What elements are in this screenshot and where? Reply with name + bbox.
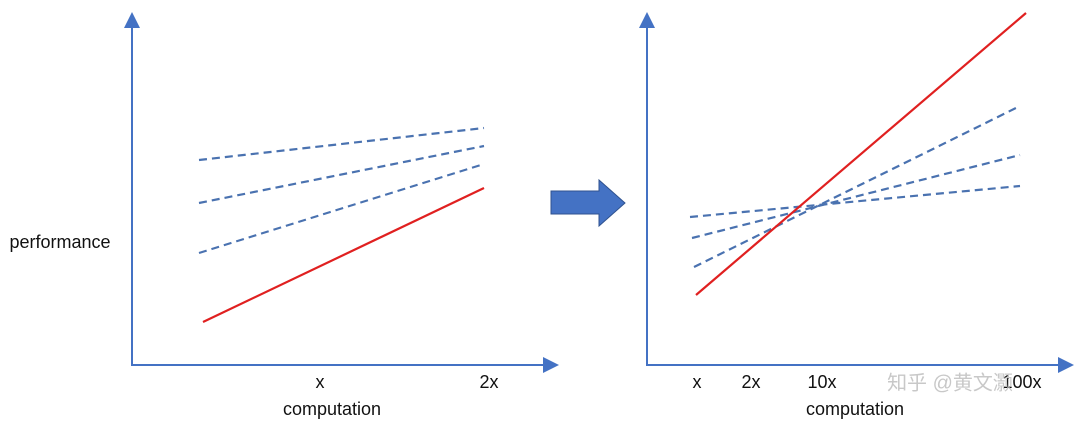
x-label: computation xyxy=(806,399,904,419)
x-label: computation xyxy=(283,399,381,419)
x-tick-label: x xyxy=(693,372,702,392)
x-tick-label: 2x xyxy=(741,372,760,392)
red-line xyxy=(695,12,1027,296)
dashed-line xyxy=(693,105,1021,268)
y-label: performance xyxy=(9,232,110,252)
x-tick-label: 100x xyxy=(1002,372,1041,392)
x-tick-label: 10x xyxy=(807,372,836,392)
x-tick-label: x xyxy=(316,372,325,392)
left-panel: performance x 2x computation xyxy=(9,12,559,419)
watermark: 知乎 @黄文灏 xyxy=(887,371,1013,394)
dashed-line xyxy=(198,162,485,255)
right-panel: x 2x 10x 100x computation 知乎 @黄文灏 xyxy=(639,12,1074,419)
red-line xyxy=(202,187,485,323)
dashed-line xyxy=(691,153,1021,240)
dashed-line xyxy=(198,144,485,205)
x-tick-label: 2x xyxy=(479,372,498,392)
dashed-line xyxy=(198,126,485,162)
block-arrow xyxy=(550,178,626,228)
dashed-line xyxy=(689,184,1021,219)
